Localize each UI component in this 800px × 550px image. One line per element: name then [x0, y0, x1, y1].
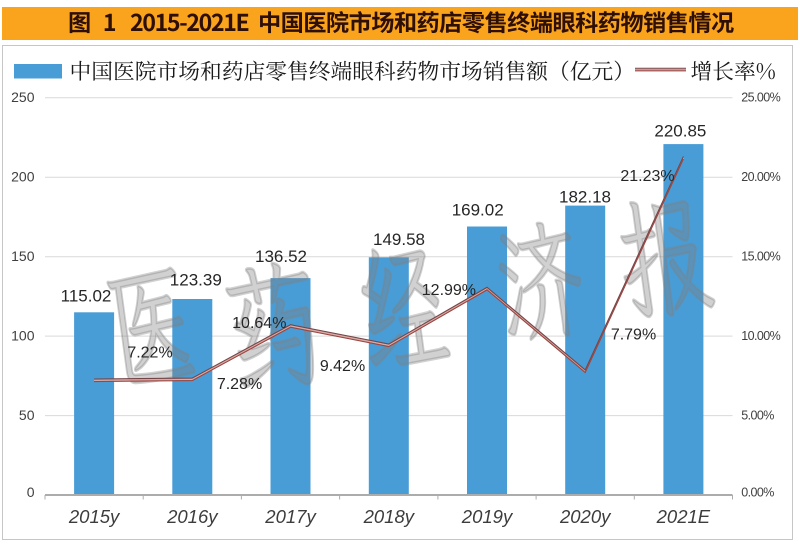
svg-text:12.99%: 12.99%	[422, 282, 476, 299]
svg-text:2021E: 2021E	[656, 506, 711, 527]
svg-text:250: 250	[11, 89, 35, 105]
svg-text:7.22%: 7.22%	[127, 345, 172, 362]
svg-text:0: 0	[27, 484, 35, 500]
svg-text:123.39: 123.39	[170, 271, 222, 290]
svg-text:10.64%: 10.64%	[232, 315, 286, 332]
svg-text:100: 100	[11, 327, 35, 343]
svg-text:2019y: 2019y	[461, 506, 514, 527]
svg-text:2020y: 2020y	[559, 506, 612, 527]
svg-text:5.00%: 5.00%	[741, 408, 774, 422]
svg-text:169.02: 169.02	[452, 201, 504, 220]
svg-text:0.00%: 0.00%	[741, 486, 774, 500]
svg-text:50: 50	[19, 407, 35, 423]
svg-text:7.79%: 7.79%	[611, 327, 656, 344]
svg-text:7.28%: 7.28%	[217, 376, 262, 393]
svg-text:136.52: 136.52	[255, 247, 307, 266]
svg-text:150: 150	[11, 248, 35, 264]
svg-text:21.23%: 21.23%	[620, 168, 674, 185]
svg-text:15.00%: 15.00%	[741, 250, 780, 264]
svg-text:2016y: 2016y	[166, 506, 219, 527]
svg-text:10.00%: 10.00%	[741, 329, 780, 343]
svg-text:20.00%: 20.00%	[741, 170, 780, 184]
svg-text:2015y: 2015y	[68, 506, 121, 527]
svg-text:25.00%: 25.00%	[741, 91, 780, 105]
svg-text:9.42%: 9.42%	[320, 358, 365, 375]
svg-text:2018y: 2018y	[363, 506, 416, 527]
svg-text:220.85: 220.85	[654, 121, 706, 140]
svg-text:115.02: 115.02	[61, 287, 112, 306]
svg-text:182.18: 182.18	[559, 188, 611, 207]
svg-text:200: 200	[11, 169, 35, 185]
svg-text:149.58: 149.58	[373, 230, 425, 249]
svg-text:2017y: 2017y	[264, 506, 317, 527]
